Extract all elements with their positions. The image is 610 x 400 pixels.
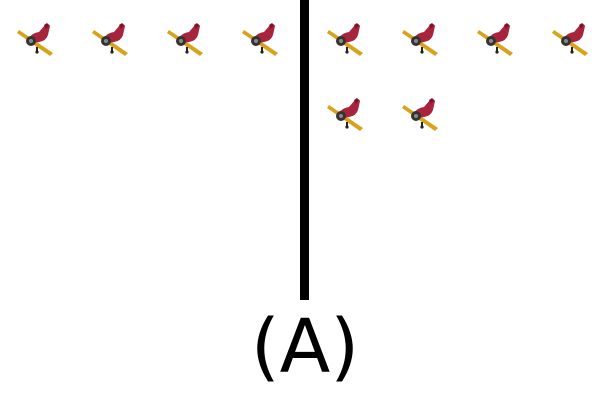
figure-label: (A) xyxy=(250,304,360,390)
airplane-icon xyxy=(402,23,438,56)
airplane-icon xyxy=(327,23,363,56)
airplane-icon xyxy=(17,23,53,56)
airplane-icon xyxy=(402,98,438,131)
airplane-icon xyxy=(552,23,588,56)
airplane-icon xyxy=(167,23,203,56)
airplane-icon xyxy=(327,98,363,131)
airplane-icon xyxy=(242,23,278,56)
divider-line xyxy=(300,0,309,300)
airplane-icon xyxy=(92,23,128,56)
airplane-icon xyxy=(477,23,513,56)
